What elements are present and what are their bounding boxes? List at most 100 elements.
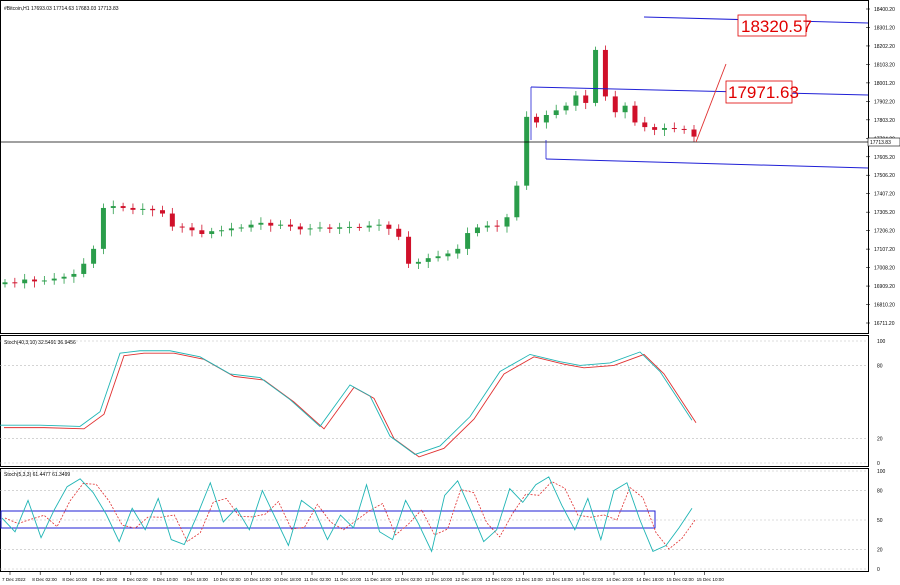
stoch-fast-zone-box[interactable] xyxy=(0,510,656,529)
bear-candle xyxy=(327,227,333,229)
price-tick-label: 17008.20 xyxy=(874,266,895,272)
time-tick-label: 8 Dec 10:00 xyxy=(62,577,87,582)
stoch-slow-header: Stoch(40,3,10) 32.5491 36.9456 xyxy=(4,340,76,346)
stoch-fast-level-20-label: 20 xyxy=(877,547,883,553)
bull-candle xyxy=(661,128,667,130)
target-mid-box[interactable] xyxy=(725,80,793,104)
bull-candle xyxy=(543,115,549,123)
main-header: #Bitcoin,H1 17693.03 17714.63 17683.03 1… xyxy=(4,6,119,12)
bear-candle xyxy=(632,105,638,123)
bear-candle xyxy=(396,228,402,237)
bull-candle xyxy=(51,278,57,281)
bull-candle xyxy=(110,206,116,208)
stoch-fast-header: Stoch(5,3,3) 61.4477 61.3499 xyxy=(4,472,70,478)
bull-candle xyxy=(219,230,225,232)
bull-candle xyxy=(573,95,579,106)
price-axis[interactable]: 18400.20 18301.20 18202.20 18103.20 18001.20… xyxy=(866,7,895,327)
price-tick-label: 17506.20 xyxy=(874,173,895,179)
time-tick-label: 8 Dec 02:00 xyxy=(32,577,57,582)
time-tick-label: 12 Dec 18:00 xyxy=(455,577,483,582)
bear-candle xyxy=(681,128,687,130)
bull-candle xyxy=(307,228,313,230)
bear-candle xyxy=(169,213,175,227)
bull-candle xyxy=(435,256,441,259)
time-tick-label: 12 Dec 02:00 xyxy=(395,577,423,582)
bull-candle xyxy=(71,273,77,277)
bull-candle xyxy=(347,226,352,228)
stoch-slow-level-20-label: 20 xyxy=(877,437,883,443)
current-price-label: 17713.83 xyxy=(870,140,891,146)
bear-candle xyxy=(189,227,195,231)
price-tick-label: 17407.20 xyxy=(874,192,895,198)
candlestick-series xyxy=(2,45,697,289)
bull-candle xyxy=(61,276,67,279)
target-high-label: 18320.57 xyxy=(741,17,812,36)
bull-candle xyxy=(514,185,520,218)
time-tick-label: 13 Dec 02:00 xyxy=(485,577,513,582)
bear-candle xyxy=(32,279,38,282)
bull-candle xyxy=(622,105,628,113)
stoch-slow-pane[interactable] xyxy=(0,335,869,467)
bull-candle xyxy=(91,248,97,264)
time-tick-label: 12 Dec 10:00 xyxy=(425,577,453,582)
bull-candle xyxy=(465,233,471,249)
time-tick-label: 11 Dec 02:00 xyxy=(304,577,331,582)
bull-candle xyxy=(425,258,431,262)
bear-candle xyxy=(671,128,677,130)
bear-candle xyxy=(494,225,500,227)
bear-candle xyxy=(297,226,303,230)
bull-candle xyxy=(455,248,461,254)
time-tick-label: 9 Dec 18:00 xyxy=(183,577,208,582)
bull-candle xyxy=(228,228,234,231)
projection-arrow-line[interactable] xyxy=(695,63,727,143)
price-tick-label: 17803.20 xyxy=(874,118,895,124)
bear-candle xyxy=(642,122,648,128)
bull-candle xyxy=(317,227,323,229)
time-axis[interactable]: 7 Dec 2022 8 Dec 02:00 8 Dec 10:00 8 Dec 18… xyxy=(2,572,724,582)
bull-candle xyxy=(563,105,569,111)
bull-candle xyxy=(41,280,47,282)
bull-candle xyxy=(209,231,215,234)
bull-candle xyxy=(524,116,530,186)
bear-candle xyxy=(268,222,274,226)
price-tick-label: 17305.20 xyxy=(874,210,895,216)
stoch-fast-level-100-label: 100 xyxy=(877,469,886,475)
main-price-pane[interactable] xyxy=(0,0,869,334)
stoch-slow-level-100-label: 100 xyxy=(877,339,886,345)
bull-candle xyxy=(22,279,28,284)
bear-candle xyxy=(12,282,18,284)
price-tick-label: 16810.20 xyxy=(874,303,895,309)
time-tick-label: 10 Dec 02:00 xyxy=(213,577,241,582)
trend-line-upper-mid[interactable] xyxy=(530,86,869,96)
price-tick-label: 18103.20 xyxy=(874,62,895,68)
time-tick-label: 14 Dec 10:00 xyxy=(606,577,634,582)
price-tick-label: 17107.20 xyxy=(874,247,895,253)
stoch-fast-pane[interactable] xyxy=(0,468,869,572)
time-tick-label: 10 Dec 18:00 xyxy=(274,577,302,582)
bear-candle xyxy=(179,226,185,228)
price-tick-label: 17605.20 xyxy=(874,155,895,161)
bear-candle xyxy=(356,226,362,228)
current-price-tag xyxy=(867,137,900,147)
time-tick-label: 11 Dec 10:00 xyxy=(334,577,361,582)
bull-candle xyxy=(484,225,490,228)
target-high-box[interactable] xyxy=(737,14,807,37)
time-tick-label: 14 Dec 02:00 xyxy=(576,577,604,582)
bull-candle xyxy=(474,227,480,234)
bear-candle xyxy=(612,96,618,113)
time-tick-label: 9 Dec 02:00 xyxy=(123,577,148,582)
bull-candle xyxy=(100,207,106,249)
time-tick-label: 13 Dec 10:00 xyxy=(515,577,543,582)
bear-candle xyxy=(287,224,293,227)
bear-candle xyxy=(691,129,697,137)
stoch-fast-main-line xyxy=(1,476,693,553)
price-tick-label: 18001.20 xyxy=(874,81,895,87)
trend-line-lower[interactable] xyxy=(545,158,869,169)
bull-candle xyxy=(278,224,284,226)
bull-candle xyxy=(445,253,451,257)
bear-candle xyxy=(583,95,589,103)
bull-candle xyxy=(337,227,343,229)
time-tick-label: 11 Dec 18:00 xyxy=(364,577,391,582)
bear-candle xyxy=(159,210,165,214)
